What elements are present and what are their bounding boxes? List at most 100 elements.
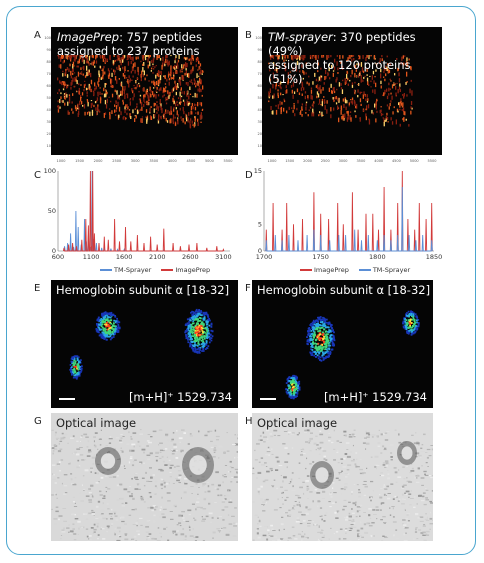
x-tick-label: 4500 bbox=[392, 159, 401, 163]
legend-c-label-2: ImagePrep bbox=[175, 266, 211, 274]
tissue-light-core bbox=[100, 453, 116, 469]
series-line-imageprep bbox=[62, 170, 225, 252]
tissue-light-core bbox=[401, 446, 413, 460]
y-tick-label: 90 bbox=[47, 48, 51, 52]
x-tick-label: 4000 bbox=[374, 159, 383, 163]
legend-d-label-1: ImagePrep bbox=[314, 266, 349, 274]
x-tick-label: 1800 bbox=[369, 253, 386, 261]
y-tick-label: 60 bbox=[258, 84, 262, 88]
y-tick-label: 5 bbox=[258, 220, 262, 228]
x-tick-label: 1500 bbox=[285, 159, 294, 163]
y-tick-label: 30 bbox=[258, 120, 262, 124]
y-tick-label: 20 bbox=[258, 132, 262, 136]
y-tick-label: 80 bbox=[258, 60, 262, 64]
x-tick-label: 3000 bbox=[131, 159, 140, 163]
panel-b-count: : 370 peptides (49%) bbox=[268, 30, 416, 58]
ms-image-panel-b: TM-sprayer: 370 peptides (49%) assigned … bbox=[262, 27, 442, 155]
y-tick-label: 15 bbox=[254, 167, 262, 175]
legend-c-item-1: TM-Sprayer bbox=[100, 266, 151, 274]
panel-f-mz: [m+H]⁺ 1529.734 bbox=[323, 390, 427, 404]
panel-f-title: Hemoglobin subunit α [18-32] bbox=[257, 283, 431, 297]
tissue-texture bbox=[51, 429, 238, 541]
x-tick-label: 1100 bbox=[83, 253, 100, 261]
panel-a-method: ImagePrep bbox=[57, 30, 120, 44]
y-tick-label: 100 bbox=[44, 36, 51, 40]
optical-image-g: Optical image bbox=[51, 413, 238, 541]
y-tick-label: 100 bbox=[44, 167, 56, 175]
ion-signal-blob bbox=[95, 311, 121, 341]
peptide-heatmap-b bbox=[268, 55, 413, 127]
y-tick-label: 0 bbox=[52, 247, 56, 255]
x-tick-label: 2600 bbox=[182, 253, 199, 261]
x-tick-label: 1000 bbox=[57, 159, 66, 163]
panel-letter-h: H bbox=[245, 416, 253, 427]
x-tick-label: 5500 bbox=[428, 159, 437, 163]
x-tick-label: 1850 bbox=[426, 253, 442, 261]
panel-letter-g: G bbox=[34, 416, 42, 427]
x-tick-label: 1600 bbox=[116, 253, 133, 261]
spectrum-chart-c: 600 1100 1600 2100 2600 3100 0 50 100 bbox=[44, 167, 232, 261]
panel-b-method: TM-sprayer bbox=[268, 30, 333, 44]
ion-heatmap-f bbox=[285, 310, 420, 400]
x-tick-label: 3500 bbox=[356, 159, 365, 163]
legend-d: ImagePrep TM-Sprayer bbox=[300, 266, 410, 274]
panel-a-xticks: 1000 1500 2000 2500 3000 3500 4000 4500 5000 5500 bbox=[57, 159, 233, 163]
panel-letter-b: B bbox=[245, 30, 252, 41]
y-tick-label: 50 bbox=[258, 96, 262, 100]
y-tick-label: 50 bbox=[48, 207, 56, 215]
scale-bar-f bbox=[260, 398, 276, 400]
panel-letter-d: D bbox=[245, 170, 253, 181]
series-line-imageprep bbox=[265, 170, 433, 252]
panel-a-proteins: assigned to 237 proteins bbox=[57, 44, 200, 58]
x-tick-label: 2100 bbox=[149, 253, 166, 261]
x-tick-label: 1000 bbox=[268, 159, 277, 163]
panel-letter-a: A bbox=[34, 30, 41, 41]
panel-a-title: ImagePrep: 757 peptides assigned to 237 … bbox=[57, 30, 202, 58]
y-tick-label: 100 bbox=[255, 36, 262, 40]
legend-d-item-1: ImagePrep bbox=[300, 266, 349, 274]
panel-e-title: Hemoglobin subunit α [18-32] bbox=[56, 283, 230, 297]
ion-signal-blob bbox=[402, 310, 420, 336]
panel-g-title: Optical image bbox=[56, 416, 137, 430]
x-tick-label: 1700 bbox=[256, 253, 273, 261]
y-tick-label: 40 bbox=[47, 108, 51, 112]
x-tick-label: 5000 bbox=[410, 159, 419, 163]
x-tick-label: 3100 bbox=[215, 253, 232, 261]
speckle-texture bbox=[268, 55, 413, 127]
y-tick-label: 10 bbox=[47, 144, 51, 148]
y-tick-label: 70 bbox=[47, 72, 51, 76]
y-tick-label: 80 bbox=[47, 60, 51, 64]
x-tick-label: 2000 bbox=[94, 159, 103, 163]
y-tick-label: 40 bbox=[258, 108, 262, 112]
y-tick-label: 70 bbox=[258, 72, 262, 76]
series-line-tm-sprayer bbox=[63, 170, 218, 252]
peptide-heatmap-a bbox=[57, 55, 204, 129]
speckle-texture bbox=[57, 55, 204, 129]
tissue-texture bbox=[252, 429, 433, 541]
ms-image-panel-a: ImagePrep: 757 peptides assigned to 237 … bbox=[51, 27, 238, 155]
panel-a-count: : 757 peptides bbox=[119, 30, 202, 44]
tissue-light-core bbox=[189, 455, 207, 475]
x-tick-label: 4000 bbox=[168, 159, 177, 163]
x-tick-label: 600 bbox=[52, 253, 64, 261]
panel-b-title: TM-sprayer: 370 peptides (49%) assigned … bbox=[268, 30, 442, 86]
ion-image-panel-f: Hemoglobin subunit α [18-32] [m+H]⁺ 1529… bbox=[252, 280, 433, 408]
panel-a-yticks: 100 90 80 70 60 50 40 30 20 10 bbox=[44, 36, 51, 148]
y-tick-label: 30 bbox=[47, 120, 51, 124]
ion-signal-blob bbox=[184, 308, 214, 354]
panel-letter-c: C bbox=[34, 170, 41, 181]
x-tick-label: 3000 bbox=[339, 159, 348, 163]
panel-letter-e: E bbox=[34, 283, 41, 294]
panel-b-xticks: 1000 1500 2000 2500 3000 3500 4000 4500 5000 5500 bbox=[268, 159, 437, 163]
tissue-photo-h bbox=[252, 429, 433, 541]
y-tick-label: 60 bbox=[47, 84, 51, 88]
x-tick-label: 3500 bbox=[149, 159, 158, 163]
spectrum-chart-d: 1700 1750 1800 1850 0 5 15 bbox=[254, 167, 442, 261]
legend-d-item-2: TM-Sprayer bbox=[358, 266, 410, 274]
y-tick-label: 10 bbox=[258, 144, 262, 148]
x-tick-label: 2500 bbox=[321, 159, 330, 163]
x-tick-label: 4500 bbox=[186, 159, 195, 163]
x-tick-label: 5500 bbox=[224, 159, 233, 163]
panel-b-proteins: assigned to 120 proteins (51%) bbox=[268, 58, 411, 86]
series-line-tm-sprayer bbox=[265, 186, 433, 252]
